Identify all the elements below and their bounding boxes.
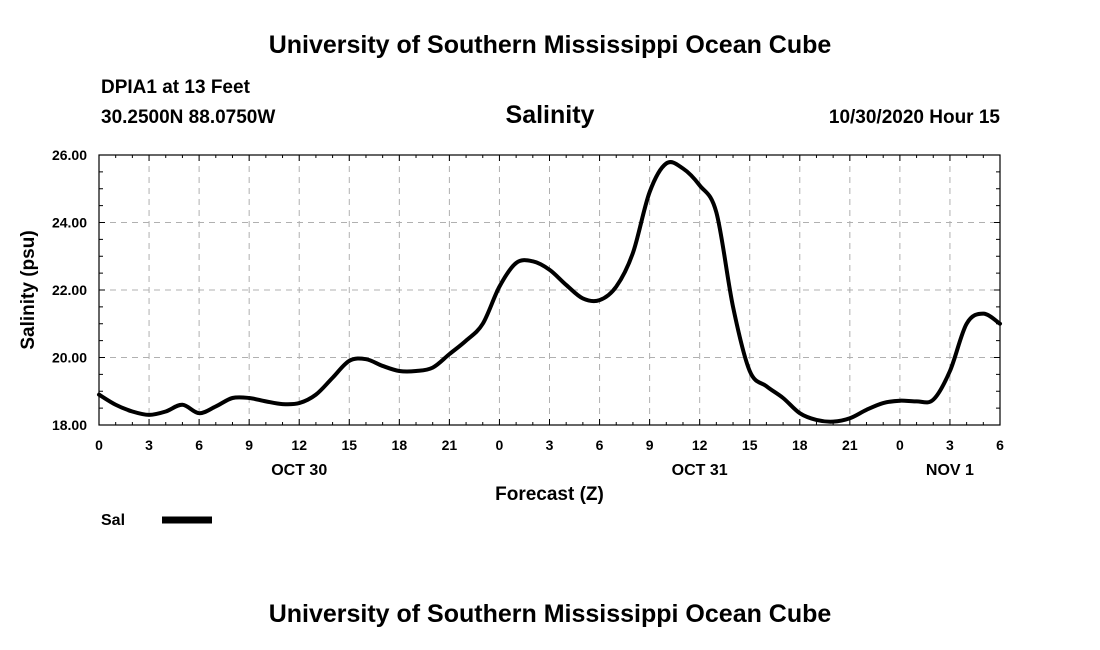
page-title-bottom: University of Southern Mississippi Ocean… [268,600,832,628]
x-tick-label: 18 [392,437,408,453]
x-tick-label: 0 [496,437,504,453]
x-tick-label: 3 [546,437,554,453]
x-tick-label: 18 [792,437,808,453]
x-tick-label: 3 [145,437,153,453]
y-tick-label: 18.00 [52,417,87,433]
y-tick-label: 24.00 [52,215,87,231]
x-tick-label: 21 [842,437,858,453]
timestamp-label: 10/30/2020 Hour 15 [828,107,1000,128]
page-title-top: University of Southern Mississippi Ocean… [268,31,832,59]
date-labels: OCT 30 OCT 31 NOV 1 [271,462,974,479]
legend-label: Sal [101,512,125,529]
x-tick-label: 12 [692,437,708,453]
salinity-series-line [97,160,1002,424]
x-tick-label: 12 [291,437,307,453]
x-tick-label: 0 [896,437,904,453]
x-tick-label: 6 [195,437,203,453]
x-tick-label: 21 [442,437,458,453]
y-tick-label: 20.00 [52,350,87,366]
y-tick-label: 22.00 [52,282,87,298]
y-tick-labels: 18.00 20.00 22.00 24.00 26.00 [52,147,87,433]
date-label: OCT 31 [672,462,728,479]
grid-layer [99,155,1000,425]
x-tick-labels: 0 3 6 9 12 15 18 21 0 3 6 9 12 15 18 21 0 3 6 [95,437,1004,453]
x-tick-label: 3 [946,437,954,453]
y-axis-title: Salinity (psu) [18,230,39,349]
x-tick-label: 9 [245,437,253,453]
date-label: NOV 1 [926,462,974,479]
x-tick-label: 0 [95,437,103,453]
x-axis-title: Forecast (Z) [495,484,604,505]
x-tick-label: 9 [646,437,654,453]
x-tick-label: 15 [742,437,758,453]
chart-title: Salinity [505,101,595,129]
date-label: OCT 30 [271,462,327,479]
coordinates-label: 30.2500N 88.0750W [101,107,276,128]
tick-layer [98,154,1001,426]
x-tick-label: 6 [596,437,604,453]
x-tick-label: 15 [341,437,357,453]
x-tick-label: 6 [996,437,1004,453]
y-tick-label: 26.00 [52,147,87,163]
station-label: DPIA1 at 13 Feet [101,77,250,98]
